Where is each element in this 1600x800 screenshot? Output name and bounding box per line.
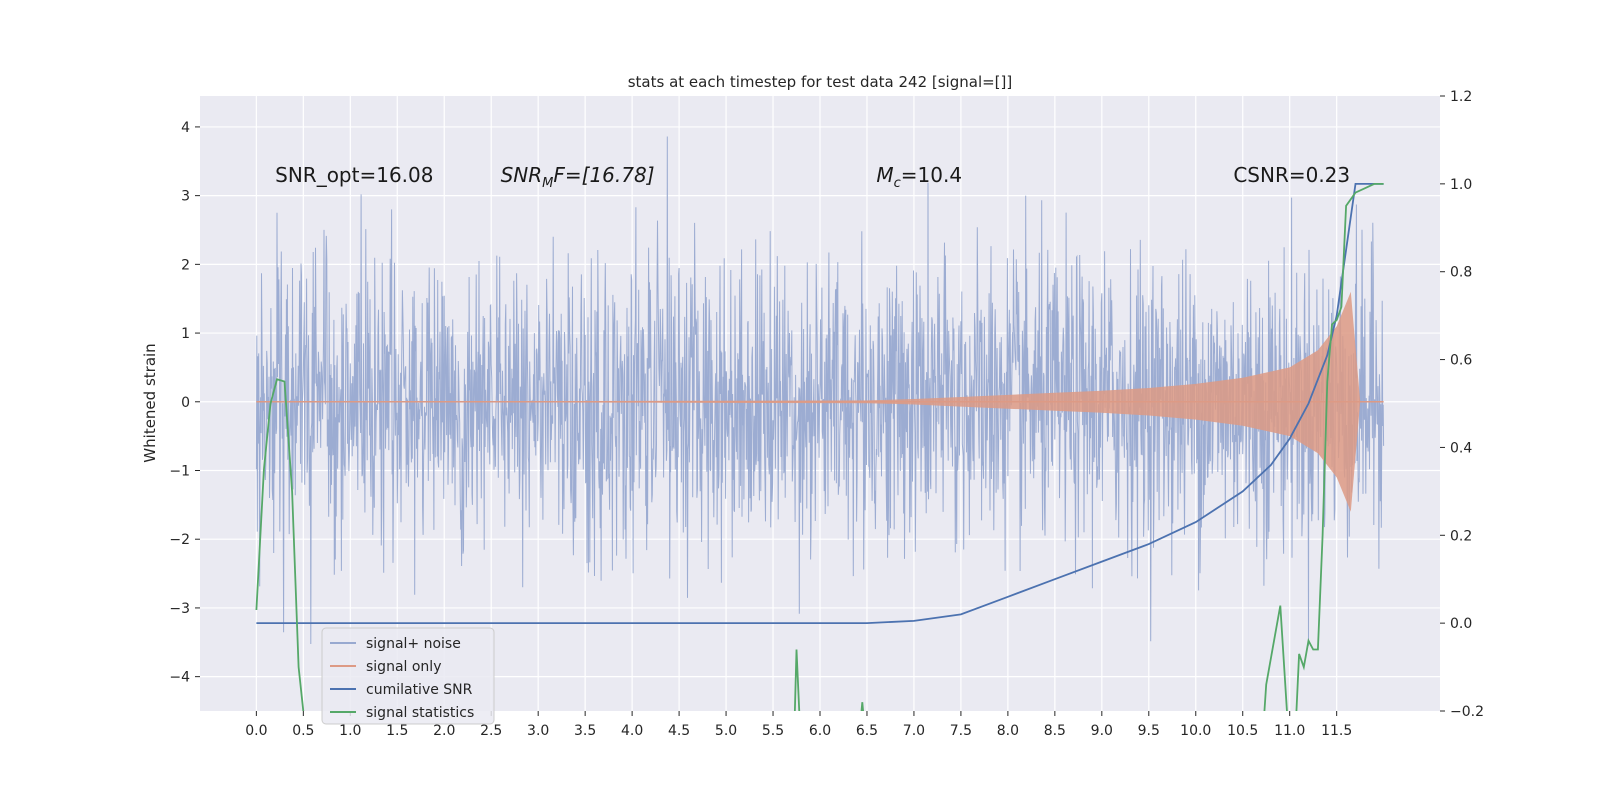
annotation-main: SNR	[501, 163, 543, 187]
annotations: SNR_opt=16.08 SNRMF=[16.78] Mc=10.4 CSNR=0.…	[275, 163, 1350, 191]
x-tick-label: 2.5	[480, 723, 502, 739]
x-tick-label: 6.0	[809, 723, 831, 739]
x-tick-label: 11.5	[1321, 723, 1352, 739]
legend-label: signal statistics	[366, 705, 474, 721]
legend: signal+ noise signal only cumilative SNR si…	[321, 627, 495, 725]
x-tick-label: 1.0	[339, 723, 361, 739]
y2-axis-ticks: 1.2 1.0 0.8 0.6 0.4 0.2 0.0 −0.2	[1440, 89, 1484, 720]
y-axis-label: Whitened strain	[141, 343, 159, 462]
x-tick-label: 3.0	[527, 723, 549, 739]
x-tick-label: 4.0	[621, 723, 643, 739]
x-tick-label: 2.0	[433, 723, 455, 739]
x-tick-label: 9.0	[1091, 723, 1113, 739]
y-tick-label: 1	[181, 326, 190, 342]
annotation-text: CSNR=0.23	[1233, 163, 1350, 187]
x-tick-label: 8.0	[997, 723, 1019, 739]
y-tick-label: −1	[169, 463, 190, 479]
y-tick-label: −3	[169, 601, 190, 617]
annotation-tail: F=[16.78]	[553, 163, 654, 187]
x-tick-label: 0.5	[292, 723, 314, 739]
x-tick-label: 9.5	[1138, 723, 1160, 739]
x-tick-label: 5.0	[715, 723, 737, 739]
y2-tick-label: 1.0	[1450, 177, 1472, 193]
annotation-text: SNR_opt=16.08	[275, 163, 433, 187]
y-tick-label: −2	[169, 532, 190, 548]
legend-label: signal+ noise	[366, 636, 461, 652]
y-tick-label: 4	[181, 120, 190, 136]
annotation-subscript: c	[894, 176, 901, 191]
x-tick-label: 1.5	[386, 723, 408, 739]
series-signal-only	[256, 291, 1384, 512]
y-tick-label: −4	[169, 670, 190, 686]
x-axis-ticks: 0.0 0.5 1.0 1.5 2.0 2.5 3.0 3.5 4.0 4.5 5.0 5.5 6.0 6…	[245, 711, 1352, 739]
y-axis-ticks: 4 3 2 1 0 −1 −2 −3 −4	[169, 120, 200, 686]
x-tick-label: 3.5	[574, 723, 596, 739]
y2-tick-label: 0.4	[1450, 440, 1472, 456]
y-tick-label: 2	[181, 257, 190, 273]
x-tick-label: 0.0	[245, 723, 267, 739]
y2-tick-label: 0.0	[1450, 616, 1472, 632]
y2-tick-label: 0.6	[1450, 353, 1472, 369]
annotation-main: M	[876, 163, 893, 187]
y2-tick-label: 1.2	[1450, 89, 1472, 105]
legend-label: signal only	[366, 659, 441, 675]
x-tick-label: 5.5	[762, 723, 784, 739]
annotation-text: SNRMF=[16.78]	[501, 163, 655, 191]
x-tick-label: 4.5	[668, 723, 690, 739]
x-tick-label: 8.5	[1044, 723, 1066, 739]
x-tick-label: 10.5	[1227, 723, 1258, 739]
legend-label: cumilative SNR	[366, 682, 473, 698]
x-tick-label: 6.5	[856, 723, 878, 739]
right-axis-series	[255, 182, 1384, 711]
legend-box	[321, 627, 495, 725]
chart-title: stats at each timestep for test data 242…	[628, 73, 1013, 91]
signal-statistics-line	[255, 182, 1384, 711]
y2-tick-label: 0.2	[1450, 528, 1472, 544]
y2-tick-label: 0.8	[1450, 265, 1472, 281]
y-tick-label: 3	[181, 189, 190, 205]
x-tick-label: 11.0	[1274, 723, 1305, 739]
annotation-text: Mc=10.4	[876, 163, 962, 191]
y-tick-label: 0	[181, 395, 190, 411]
cumulative-snr-line	[256, 182, 1384, 624]
x-tick-label: 7.5	[950, 723, 972, 739]
x-tick-label: 10.0	[1180, 723, 1211, 739]
y2-tick-label: −0.2	[1450, 704, 1484, 720]
annotation-tail: =10.4	[901, 163, 962, 187]
annotation-subscript: M	[542, 176, 553, 191]
x-tick-label: 7.0	[903, 723, 925, 739]
